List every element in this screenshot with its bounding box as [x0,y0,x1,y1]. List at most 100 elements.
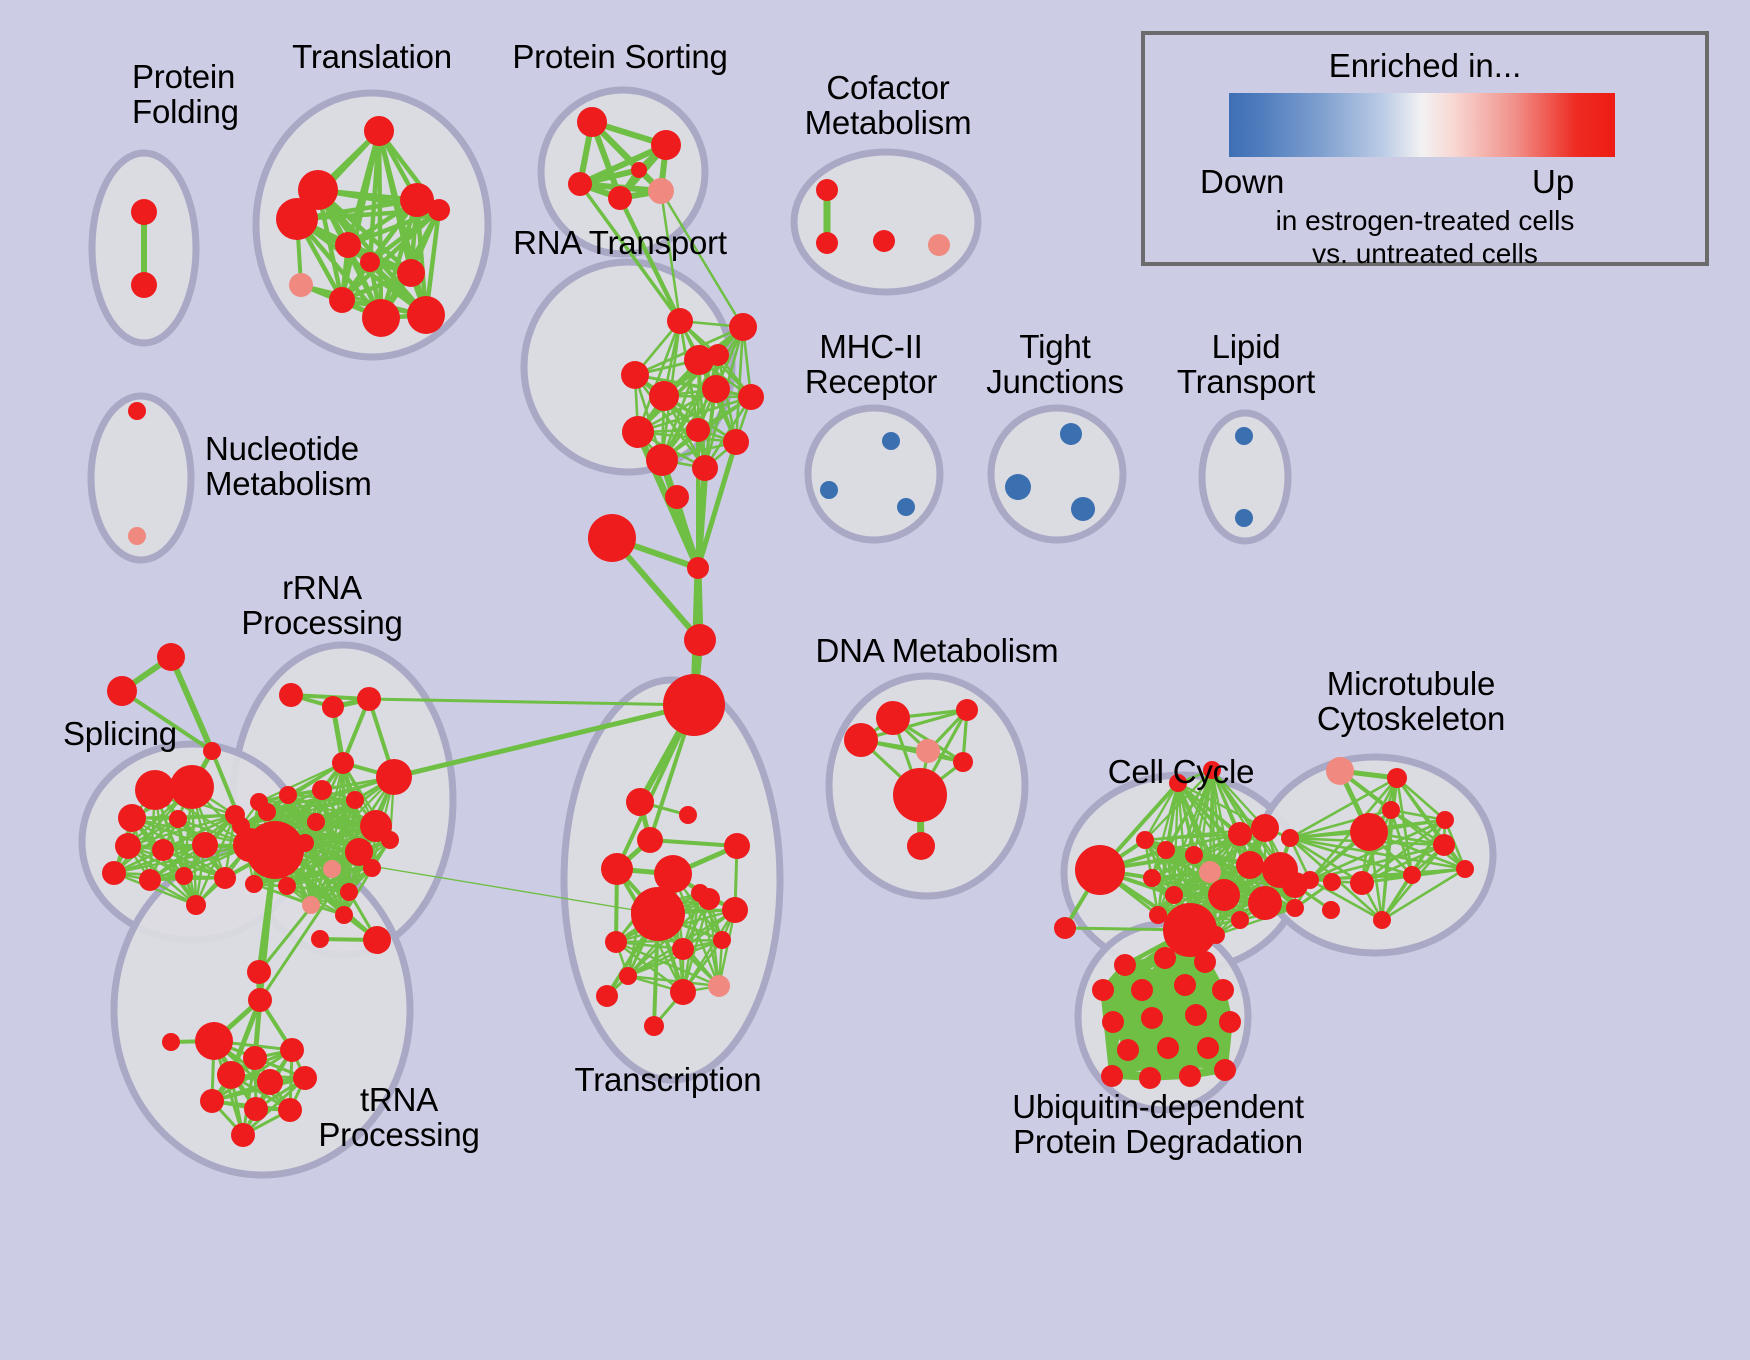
network-node [346,791,364,809]
network-node [1203,761,1221,779]
network-node [1071,497,1095,521]
network-node [1149,906,1167,924]
network-edge [1288,836,1364,885]
network-edge [626,974,721,988]
network-node [687,557,709,579]
network-node [1387,768,1407,788]
network-node [601,853,633,885]
network-node [1179,1065,1201,1087]
network-node [708,975,730,997]
network-node [916,739,940,763]
cluster-label-lipid-transport: Lipid Transport [1176,328,1316,400]
network-node [257,1069,283,1095]
network-edge [626,938,724,978]
network-node [332,752,354,774]
network-edge [120,689,214,753]
network-node [820,481,838,499]
network-node [1185,1004,1207,1026]
cluster-ellipse-tight-junctions [987,404,1127,544]
network-edge [648,838,739,848]
cluster-label-protein-folding: Protein Folding [132,58,239,130]
network-node [1301,871,1319,889]
network-node [1169,774,1187,792]
network-node [1456,860,1474,878]
network-node [357,687,381,711]
network-node [200,1089,224,1113]
legend-subtitle-line2: vs. untreated cells [1312,238,1538,269]
network-edge [660,353,720,462]
cluster-label-trna-processing: tRNA Processing [318,1081,480,1153]
network-node [702,375,730,403]
network-node [876,701,910,735]
network-node [278,1098,302,1122]
network-node [1382,801,1400,819]
network-node [637,827,663,853]
network-node [322,696,344,718]
cluster-label-rna-transport: RNA Transport [513,224,727,261]
network-node [232,817,250,835]
network-edge [660,325,745,462]
network-edge [636,319,682,434]
network-node [816,179,838,201]
network-node [175,867,193,885]
network-edge [1389,808,1467,871]
network-node [1075,845,1125,895]
network-node [1174,974,1196,996]
network-node [335,906,353,924]
network-node [691,884,709,902]
network-node [245,875,263,893]
network-node [1373,911,1391,929]
cluster-label-nucleotide-metabolism: Nucleotide Metabolism [205,430,372,502]
legend-title: Enriched in... [1328,47,1522,84]
network-edge [303,841,313,907]
network-node [654,855,692,893]
network-node [686,418,710,442]
network-node [397,259,425,287]
network-node [276,198,318,240]
network-node [1165,886,1183,904]
network-node [169,810,187,828]
network-node [738,384,764,410]
network-node [139,869,161,891]
network-node [1143,869,1161,887]
network-node [1214,1059,1236,1081]
network-node [307,813,325,831]
network-node [873,230,895,252]
network-node [311,930,329,948]
network-edge [367,697,696,707]
network-node [893,768,947,822]
network-node [279,786,297,804]
network-node [1136,831,1154,849]
network-node [1101,1065,1123,1087]
network-edge [636,430,738,444]
network-node [363,926,391,954]
network-edge [1389,808,1447,822]
network-edge [112,843,252,875]
network-node [1208,879,1240,911]
network-node [1194,951,1216,973]
network-edge [112,871,227,880]
network-node [312,780,332,800]
network-node [186,895,206,915]
cluster-label-transcription: Transcription [574,1061,762,1098]
network-node [646,444,678,476]
network-node [102,861,126,885]
network-edge [1395,776,1447,822]
network-edge [659,189,745,329]
network-node [928,234,950,256]
network-node [1433,834,1455,856]
network-node [1060,423,1082,445]
network-node [217,1061,245,1089]
network-node [1251,814,1279,842]
network-node [278,877,296,895]
network-node [115,833,141,859]
network-edge [1156,853,1196,917]
network-node [724,833,750,859]
network-edge [695,439,739,571]
network-node [244,1097,268,1121]
network-edge [578,182,682,323]
network-node [1054,917,1076,939]
network-node [684,345,714,375]
cluster-label-ubiquitin-degradation: Ubiquitin-dependent Protein Degradation [1012,1088,1304,1160]
